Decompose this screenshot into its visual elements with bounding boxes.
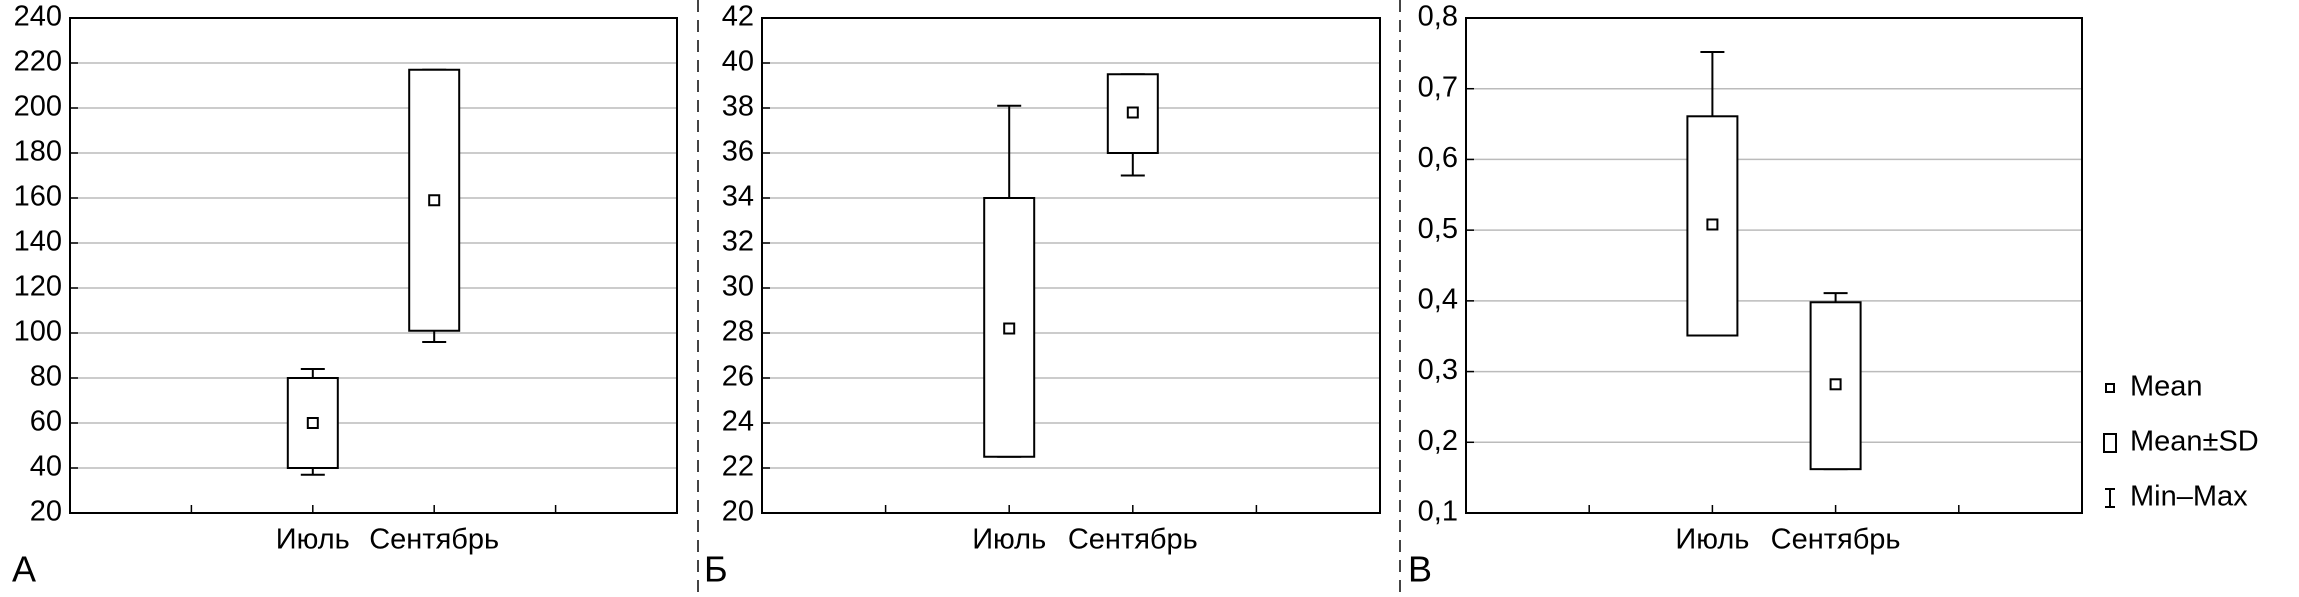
- y-tick-label: 180: [14, 136, 62, 168]
- y-tick-label: 20: [722, 496, 754, 528]
- y-tick-label: 220: [14, 46, 62, 78]
- y-tick-label: 140: [14, 226, 62, 258]
- y-tick-label: 240: [14, 1, 62, 33]
- y-tick-label: 26: [722, 361, 754, 393]
- mean-marker: [1829, 378, 1842, 391]
- y-tick-label: 60: [30, 406, 62, 438]
- y-tick-label: 100: [14, 316, 62, 348]
- x-tick-label: Сентябрь: [1771, 524, 1901, 556]
- y-tick-label: 0,2: [1418, 425, 1458, 457]
- y-tick-label: 0,7: [1418, 71, 1458, 103]
- y-tick-label: 0,8: [1418, 1, 1458, 33]
- plot-frame: [761, 17, 1381, 514]
- legend-icon: [2105, 488, 2115, 508]
- y-tick-label: 30: [722, 271, 754, 303]
- y-tick-label: 0,6: [1418, 142, 1458, 174]
- x-tick-label: Июль: [276, 524, 350, 556]
- y-tick-label: 34: [722, 181, 754, 213]
- x-tick-label: Сентябрь: [369, 524, 499, 556]
- panel-label: Б: [704, 549, 728, 590]
- y-tick-label: 28: [722, 316, 754, 348]
- panel-label: А: [12, 549, 36, 590]
- y-tick-label: 200: [14, 91, 62, 123]
- x-tick-label: Июль: [1675, 524, 1749, 556]
- y-tick-label: 22: [722, 451, 754, 483]
- legend-icon: [2105, 383, 2115, 393]
- legend-label: Mean±SD: [2130, 426, 2259, 458]
- y-tick-label: 36: [722, 136, 754, 168]
- plot-frame: [69, 17, 678, 514]
- y-tick-label: 0,5: [1418, 213, 1458, 245]
- y-tick-label: 32: [722, 226, 754, 258]
- y-tick-label: 24: [722, 406, 754, 438]
- y-tick-label: 42: [722, 1, 754, 33]
- y-tick-label: 80: [30, 361, 62, 393]
- x-tick-label: Июль: [972, 524, 1046, 556]
- y-tick-label: 40: [722, 46, 754, 78]
- y-tick-label: 38: [722, 91, 754, 123]
- y-tick-label: 120: [14, 271, 62, 303]
- mean-marker: [1126, 106, 1139, 119]
- mean-marker: [428, 194, 441, 207]
- mean-marker: [306, 417, 319, 429]
- legend-icon: [2103, 433, 2117, 453]
- x-tick-label: Сентябрь: [1068, 524, 1198, 556]
- y-tick-label: 0,3: [1418, 354, 1458, 386]
- y-tick-label: 40: [30, 451, 62, 483]
- legend-label: Mean: [2130, 371, 2203, 403]
- plot-frame: [1465, 17, 2083, 514]
- y-tick-label: 0,4: [1418, 284, 1458, 316]
- mean-marker: [1003, 322, 1016, 335]
- panel-label: В: [1408, 549, 1432, 590]
- y-tick-label: 0,1: [1418, 496, 1458, 528]
- y-tick-label: 160: [14, 181, 62, 213]
- mean-marker: [1706, 218, 1719, 231]
- legend-label: Min–Max: [2130, 481, 2248, 513]
- y-tick-label: 20: [30, 496, 62, 528]
